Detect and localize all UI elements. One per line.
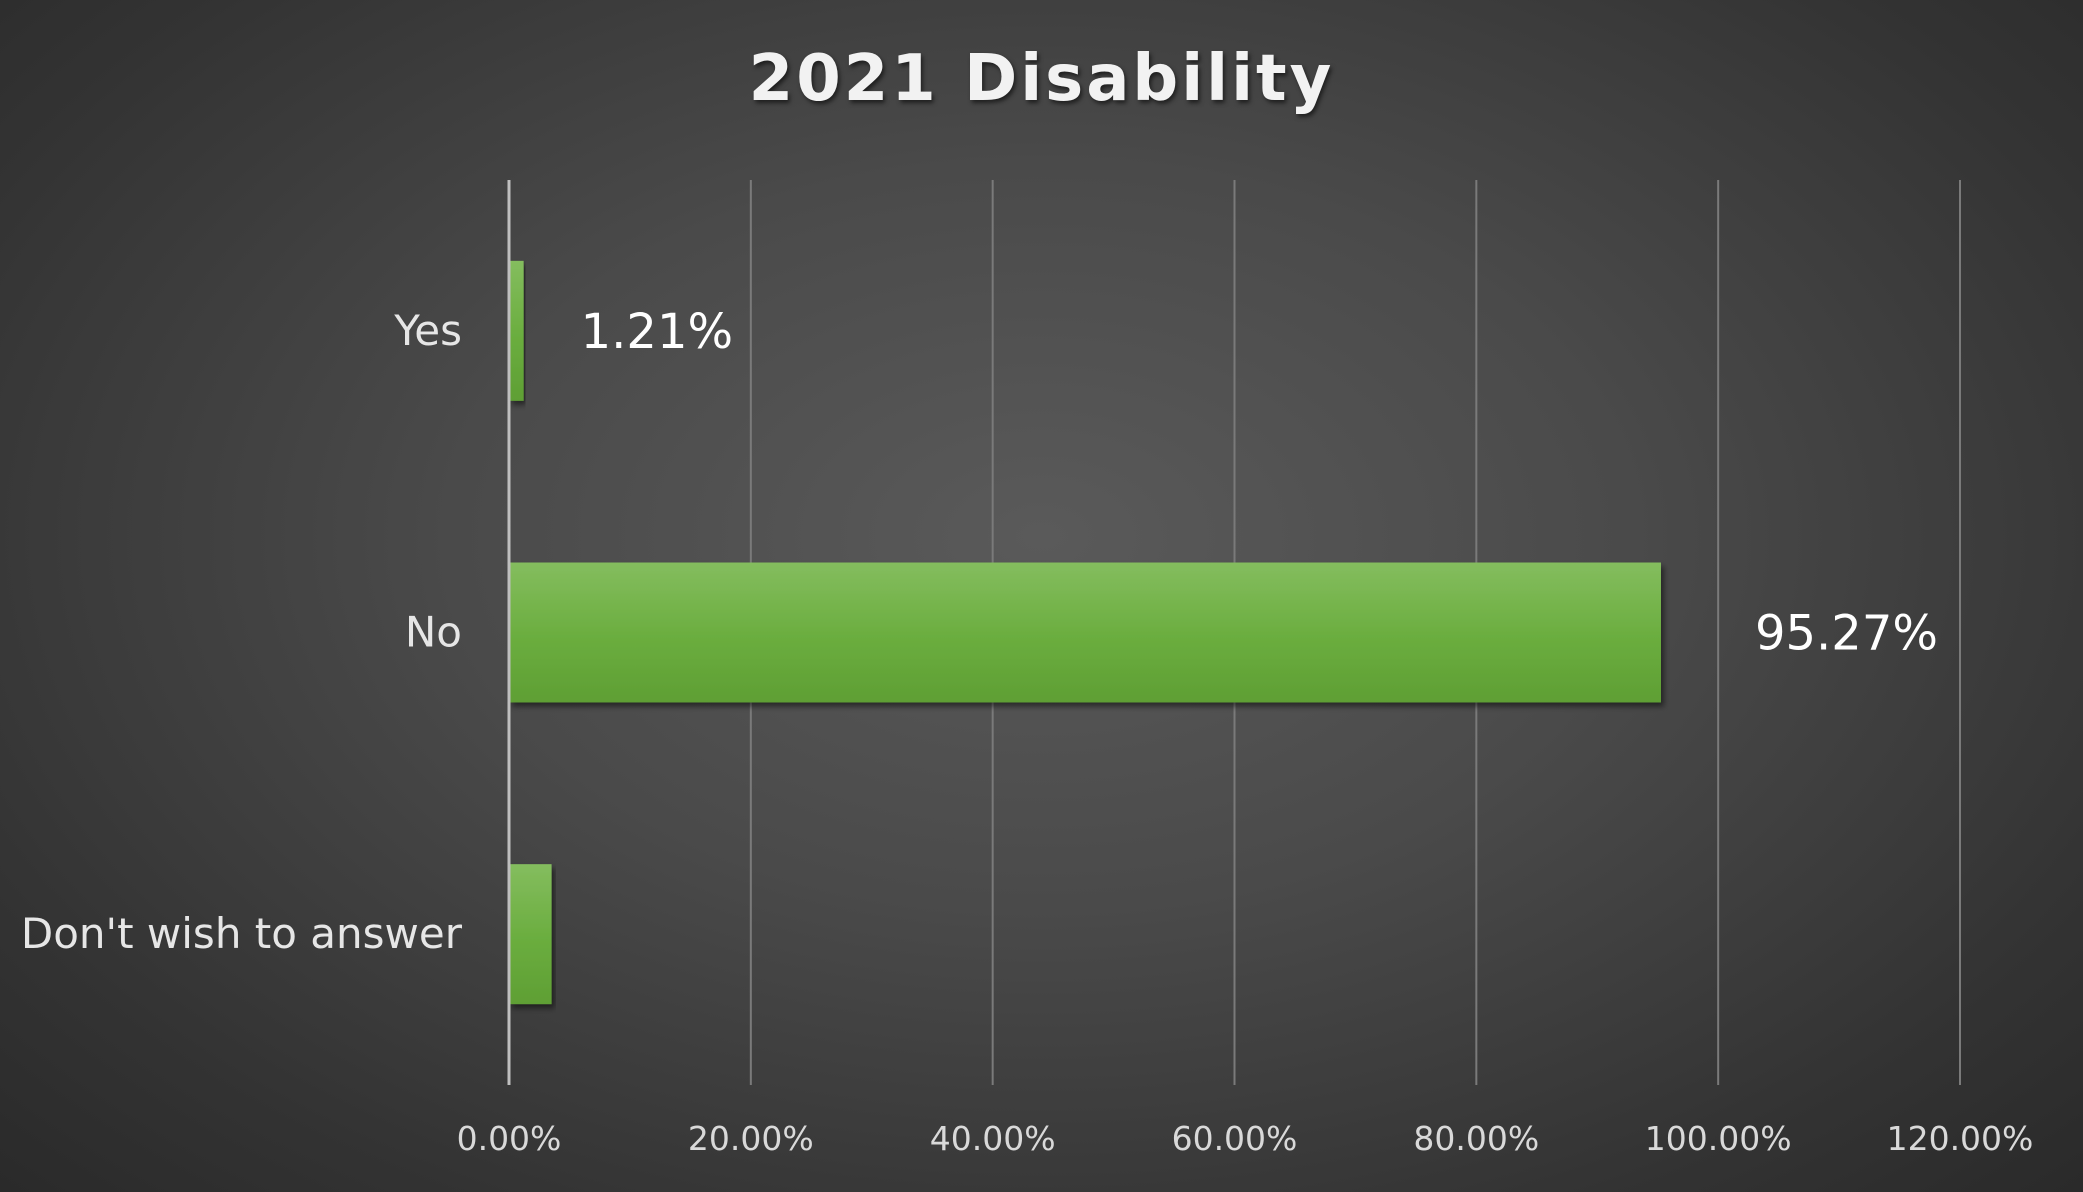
x-tick-label: 80.00%: [1413, 1119, 1539, 1158]
category-label: Yes: [393, 306, 462, 355]
x-tick-label: 120.00%: [1887, 1119, 2034, 1158]
x-tick-label: 60.00%: [1172, 1119, 1298, 1158]
bar: [509, 260, 524, 401]
category-label: Don't wish to answer: [21, 909, 463, 958]
x-tick-label: 20.00%: [688, 1119, 814, 1158]
chart-title: 2021 Disability: [748, 42, 1335, 116]
data-label: 1.21%: [581, 304, 733, 360]
category-label: No: [405, 608, 462, 657]
labels: 0.00% 20.00% 40.00% 60.00% 80.00% 100.00% 120.…: [21, 304, 2034, 1158]
bar: [509, 562, 1661, 703]
bars: [509, 260, 1661, 1005]
x-tick-label: 100.00%: [1645, 1119, 1792, 1158]
bar: [509, 864, 552, 1005]
x-tick-label: 40.00%: [930, 1119, 1056, 1158]
data-label: 95.27%: [1755, 606, 1938, 662]
x-tick-label: 0.00%: [457, 1119, 562, 1158]
